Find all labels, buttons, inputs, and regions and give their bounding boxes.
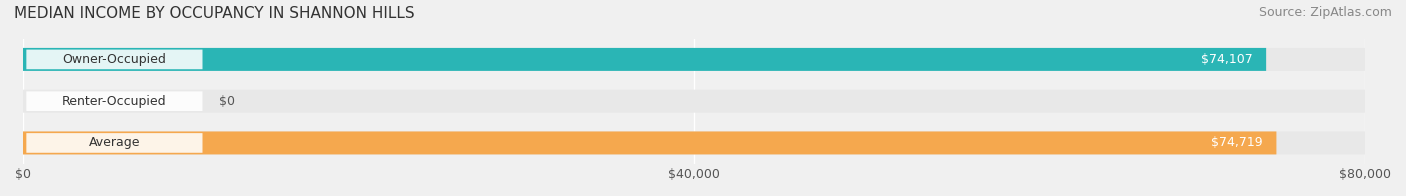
FancyBboxPatch shape bbox=[22, 90, 1365, 113]
Text: Average: Average bbox=[89, 136, 141, 149]
Text: $74,107: $74,107 bbox=[1201, 53, 1253, 66]
FancyBboxPatch shape bbox=[22, 132, 1365, 154]
FancyBboxPatch shape bbox=[27, 91, 202, 111]
FancyBboxPatch shape bbox=[22, 132, 1277, 154]
Text: Owner-Occupied: Owner-Occupied bbox=[62, 53, 166, 66]
Text: MEDIAN INCOME BY OCCUPANCY IN SHANNON HILLS: MEDIAN INCOME BY OCCUPANCY IN SHANNON HI… bbox=[14, 6, 415, 21]
Text: $0: $0 bbox=[219, 95, 235, 108]
Text: $74,719: $74,719 bbox=[1212, 136, 1263, 149]
FancyBboxPatch shape bbox=[22, 48, 1365, 71]
FancyBboxPatch shape bbox=[27, 50, 202, 69]
Text: Source: ZipAtlas.com: Source: ZipAtlas.com bbox=[1258, 6, 1392, 19]
Text: Renter-Occupied: Renter-Occupied bbox=[62, 95, 167, 108]
FancyBboxPatch shape bbox=[27, 133, 202, 153]
FancyBboxPatch shape bbox=[22, 48, 1267, 71]
